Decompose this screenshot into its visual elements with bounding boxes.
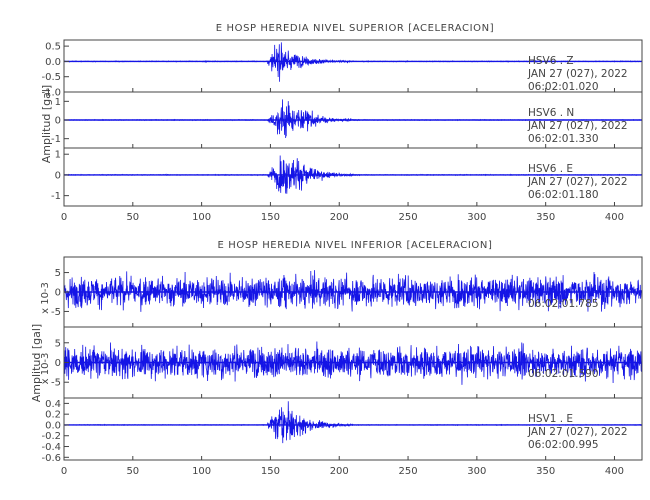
upper-y-axis-label: Amplitud [gal] <box>40 85 53 163</box>
lower-trace-1 <box>63 270 643 312</box>
y-tick-label: -1 <box>51 191 61 202</box>
date-label: JAN 27 (027), 2022 <box>527 176 628 188</box>
time-label: 06:02:01.330 <box>528 133 599 145</box>
x-tick-label: 50 <box>126 212 139 223</box>
y-tick-label: 1 <box>55 150 61 161</box>
station-label: HSV6 . N <box>528 107 574 119</box>
date-label: JAN 27 (027), 2022 <box>527 120 628 132</box>
y-tick-label: 0.0 <box>45 420 61 431</box>
x-tick-label: 150 <box>261 212 280 223</box>
x-tick-label: 100 <box>192 212 211 223</box>
x-tick-label: 100 <box>192 466 211 477</box>
y-tick-label: -1 <box>51 134 61 145</box>
time-label: 06:02:00.995 <box>528 439 599 451</box>
y-tick-label: 0 <box>55 116 61 127</box>
x-tick-label: 400 <box>605 212 624 223</box>
y-tick-label: 0 <box>55 170 61 181</box>
date-label: JAN 27 (027), 2022 <box>527 68 628 80</box>
y-tick-label: -0.4 <box>41 442 61 453</box>
station-label: HSV1 . E <box>528 413 573 425</box>
y-tick-label: -0.6 <box>41 453 61 464</box>
time-label: 06:02:01.785 <box>528 298 599 310</box>
x-tick-label: 50 <box>126 466 139 477</box>
station-label: HSV6 . Z <box>528 55 574 67</box>
lower-panel-frame-3 <box>63 397 643 461</box>
lower-chart-title: E HOSP HEREDIA NIVEL INFERIOR [ACELERACI… <box>218 240 493 251</box>
x-tick-label: 250 <box>399 212 418 223</box>
y-tick-label: 0 <box>55 288 61 299</box>
x-tick-label: 200 <box>330 212 349 223</box>
x-tick-label: 0 <box>61 466 67 477</box>
station-label: HSV6 . E <box>528 163 573 175</box>
x-tick-label: 150 <box>261 466 280 477</box>
y-tick-label: -0.5 <box>41 72 61 83</box>
y-tick-label: -5 <box>51 378 61 389</box>
upper-panel-frame-3 <box>63 147 643 207</box>
x-tick-label: 350 <box>536 212 555 223</box>
y-tick-label: 0 <box>55 358 61 369</box>
time-label: 06:02:01.020 <box>528 81 599 93</box>
time-label: 06:02:01.180 <box>528 189 599 201</box>
y-tick-label: -1.0 <box>41 88 61 99</box>
y-tick-label: 1 <box>55 97 61 108</box>
y-tick-label: -5 <box>51 307 61 318</box>
date-label: JAN 27 (027), 2022 <box>527 426 628 438</box>
y-tick-label: -0.2 <box>41 431 61 442</box>
x-tick-label: 300 <box>467 212 486 223</box>
scale-factor-label: x 10-3 <box>40 282 51 314</box>
x-tick-label: 300 <box>467 466 486 477</box>
scale-factor-label: x 10-3 <box>40 353 51 385</box>
time-label: 06:02:01.590 <box>528 368 599 380</box>
x-tick-label: 200 <box>330 466 349 477</box>
y-tick-label: 5 <box>55 338 61 349</box>
lower-y-axis-label: Amplitud [gal] <box>30 324 43 402</box>
x-tick-label: 400 <box>605 466 624 477</box>
x-tick-label: 250 <box>399 466 418 477</box>
y-tick-label: 0.0 <box>45 57 61 68</box>
y-tick-label: 0.2 <box>45 410 61 421</box>
x-tick-label: 350 <box>536 466 555 477</box>
y-tick-label: 5 <box>55 268 61 279</box>
y-tick-label: 0.4 <box>45 399 61 410</box>
upper-chart-title: E HOSP HEREDIA NIVEL SUPERIOR [ACELERACI… <box>216 23 494 34</box>
x-tick-label: 0 <box>61 212 67 223</box>
y-tick-label: 0.5 <box>45 42 61 53</box>
